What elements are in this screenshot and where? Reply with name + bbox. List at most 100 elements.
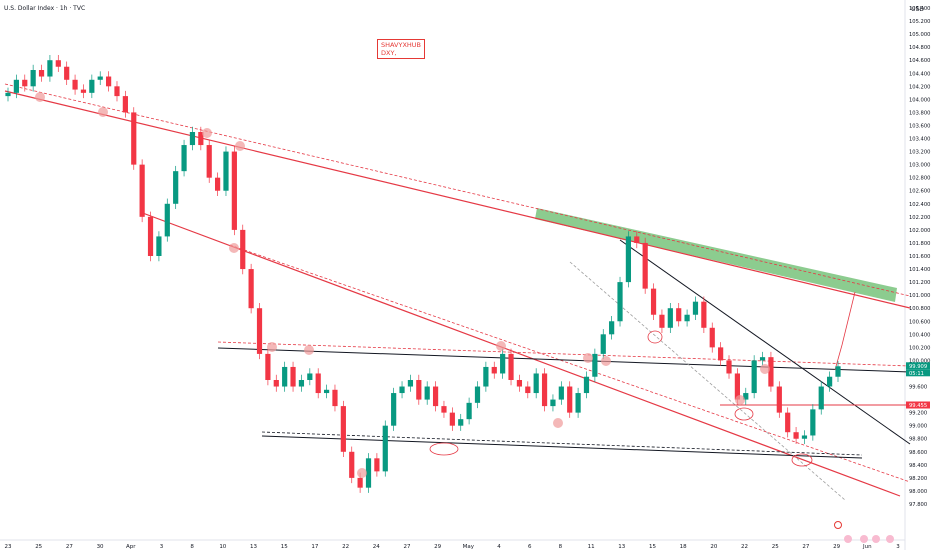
candle-body bbox=[416, 380, 422, 400]
candle-body bbox=[541, 373, 548, 407]
candle-body bbox=[458, 419, 464, 426]
y-tick-label: 101.800 bbox=[909, 241, 930, 247]
y-tick-label: 103.600 bbox=[909, 123, 930, 129]
candle-body bbox=[449, 412, 455, 426]
candle-body bbox=[776, 386, 782, 413]
candle-body bbox=[64, 66, 70, 80]
x-tick-label: 11 bbox=[588, 544, 595, 550]
candle-body bbox=[692, 301, 699, 315]
economic-event-icon[interactable] bbox=[860, 535, 868, 543]
y-tick-label: 102.400 bbox=[909, 202, 930, 208]
x-tick-label: 4 bbox=[497, 544, 501, 550]
candle-body bbox=[726, 360, 732, 374]
economic-event-icon[interactable] bbox=[872, 535, 880, 543]
y-tick-label: 100.000 bbox=[909, 358, 930, 364]
candle-body bbox=[72, 79, 78, 90]
last-price-tag-bg bbox=[906, 362, 930, 370]
candle-body bbox=[650, 288, 657, 315]
x-tick-label: 20 bbox=[710, 544, 717, 550]
y-tick-label: 98.200 bbox=[909, 476, 927, 482]
y-tick-label: 102.800 bbox=[909, 176, 930, 182]
candle-body bbox=[240, 229, 246, 270]
y-tick-label: 102.600 bbox=[909, 189, 930, 195]
candle-body bbox=[131, 112, 137, 165]
author-watermark: SHAVYXHUB DXY, bbox=[377, 39, 426, 59]
candle-body bbox=[80, 89, 87, 93]
candle-body bbox=[634, 236, 640, 243]
candle-body bbox=[273, 380, 279, 387]
candle-body bbox=[718, 347, 724, 361]
x-tick-label: 8 bbox=[190, 544, 194, 550]
candle-body bbox=[407, 380, 414, 387]
y-tick-label: 104.000 bbox=[909, 97, 930, 103]
candle-body bbox=[323, 389, 330, 394]
candle-body bbox=[89, 79, 95, 93]
y-tick-label: 103.200 bbox=[909, 150, 930, 156]
lower-trendline bbox=[139, 211, 901, 497]
candle-body bbox=[315, 373, 321, 394]
y-tick-label: 105.200 bbox=[909, 19, 930, 25]
y-tick-label: 103.400 bbox=[909, 137, 930, 143]
candle-body bbox=[13, 79, 19, 93]
candle-body bbox=[340, 406, 346, 452]
candle-body bbox=[424, 386, 430, 400]
y-tick-label: 103.800 bbox=[909, 110, 930, 116]
currency-label: USD bbox=[911, 6, 924, 13]
candle-body bbox=[30, 70, 36, 87]
y-tick-label: 104.400 bbox=[909, 71, 930, 77]
countdown-tag: 05:11 bbox=[909, 371, 924, 377]
candle-body bbox=[743, 393, 749, 400]
touch-point-marker bbox=[235, 141, 245, 151]
x-tick-label: 27 bbox=[802, 544, 809, 550]
channel-touch-ellipse bbox=[647, 330, 663, 344]
candle-body bbox=[835, 366, 841, 377]
touch-point-marker bbox=[202, 128, 212, 138]
y-tick-label: 102.000 bbox=[909, 228, 930, 234]
y-tick-label: 100.800 bbox=[909, 306, 930, 312]
y-tick-label: 99.600 bbox=[909, 385, 927, 391]
x-tick-label: 13 bbox=[618, 544, 625, 550]
x-tick-label: 18 bbox=[680, 544, 687, 550]
economic-event-icon[interactable] bbox=[844, 535, 852, 543]
economic-event-icon[interactable] bbox=[886, 535, 894, 543]
touch-point-marker bbox=[229, 243, 239, 253]
x-tick-label: 22 bbox=[342, 544, 349, 550]
touch-point-marker bbox=[583, 353, 593, 363]
candle-body bbox=[659, 314, 665, 328]
candle-body bbox=[181, 145, 187, 172]
candle-body bbox=[441, 406, 447, 413]
candle-body bbox=[382, 425, 388, 472]
candle-body bbox=[97, 76, 103, 80]
x-tick-label: 29 bbox=[833, 544, 840, 550]
y-tick-label: 100.400 bbox=[909, 332, 930, 338]
y-tick-label: 99.000 bbox=[909, 424, 927, 430]
x-tick-label: 17 bbox=[311, 544, 318, 550]
candle-body bbox=[47, 60, 53, 77]
x-tick-label: 29 bbox=[434, 544, 441, 550]
y-tick-label: 98.400 bbox=[909, 463, 927, 469]
candle-body bbox=[810, 409, 816, 436]
touch-point-marker bbox=[35, 92, 45, 102]
x-tick-label: 6 bbox=[528, 544, 532, 550]
candle-body bbox=[827, 376, 833, 387]
candle-body bbox=[122, 96, 128, 113]
event-marker-icon[interactable] bbox=[834, 521, 842, 529]
y-tick-label: 101.200 bbox=[909, 280, 930, 286]
touch-point-marker bbox=[601, 356, 611, 366]
candle-body bbox=[759, 357, 766, 361]
touch-point-marker bbox=[304, 345, 314, 355]
candle-body bbox=[198, 132, 204, 146]
x-tick-label: 25 bbox=[35, 544, 42, 550]
x-tick-label: 30 bbox=[97, 544, 104, 550]
y-tick-label: 97.800 bbox=[909, 502, 927, 508]
candle-body bbox=[332, 389, 338, 407]
candle-body bbox=[701, 301, 707, 328]
candle-body bbox=[525, 386, 531, 394]
x-tick-label: 3 bbox=[160, 544, 164, 550]
candle-body bbox=[139, 164, 145, 217]
y-tick-label: 101.600 bbox=[909, 254, 930, 260]
candle-body bbox=[357, 477, 363, 488]
candle-body bbox=[349, 451, 355, 478]
candle-body bbox=[642, 242, 648, 289]
